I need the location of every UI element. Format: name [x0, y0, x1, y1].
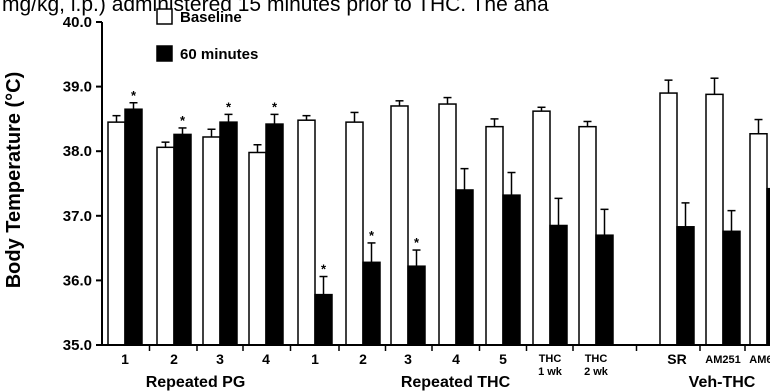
- group-label: Veh-THC: [689, 374, 756, 391]
- bar-baseline: [248, 151, 267, 346]
- bar-baseline: [578, 125, 597, 346]
- significance-star: *: [131, 88, 137, 103]
- bar-baseline: [390, 105, 409, 346]
- group-label: Repeated THC: [401, 374, 511, 391]
- bar-baseline: [438, 103, 457, 346]
- x-tick-label: 3: [216, 351, 224, 367]
- y-tick-label: 35.0: [63, 337, 92, 354]
- x-tick-label: 4: [262, 351, 270, 367]
- bar-60-minutes: [595, 234, 614, 346]
- bar-60-minutes: [265, 123, 284, 346]
- significance-star: *: [272, 99, 278, 114]
- significance-star: *: [180, 113, 186, 128]
- bar-baseline: [156, 146, 175, 346]
- bar-baseline: [659, 92, 678, 346]
- significance-star: *: [414, 235, 420, 250]
- y-tick-label: 39.0: [63, 79, 92, 96]
- bar-60-minutes: [766, 187, 770, 346]
- bar-baseline: [107, 121, 126, 346]
- x-tick-label: 5: [499, 351, 507, 367]
- bar-baseline: [705, 93, 724, 346]
- bar-60-minutes: [124, 108, 143, 346]
- bar-60-minutes: [407, 265, 426, 346]
- x-tick-label: 4: [452, 351, 460, 367]
- bar-60-minutes: [314, 293, 333, 346]
- bar-60-minutes: [676, 226, 695, 346]
- bar-60-minutes: [549, 224, 568, 346]
- x-tick-label: 1: [311, 351, 319, 367]
- figure-caption: mg/kg, i.p.) administered 15 minutes pri…: [2, 0, 549, 16]
- x-tick-label: 2: [170, 351, 178, 367]
- bar-60-minutes: [455, 189, 474, 346]
- bar-baseline: [345, 121, 364, 346]
- x-tick-label: THC: [539, 353, 562, 365]
- bar-baseline: [749, 133, 768, 346]
- x-tick-label: 2: [359, 351, 367, 367]
- bar-60-minutes: [173, 133, 192, 346]
- legend-label: Baseline: [180, 9, 242, 26]
- bar-baseline: [485, 125, 504, 346]
- legend-swatch-baseline: [156, 8, 173, 25]
- significance-star: *: [226, 99, 232, 114]
- group-label: Repeated PG: [146, 374, 246, 391]
- x-tick-label: SR: [667, 351, 686, 367]
- bar-baseline: [297, 119, 316, 346]
- x-tick-label: AM251: [705, 354, 740, 366]
- y-tick-label: 36.0: [63, 272, 92, 289]
- legend-label: 60 minutes: [180, 46, 258, 63]
- bar-60-minutes: [502, 194, 521, 346]
- x-tick-label: 1: [121, 351, 129, 367]
- y-tick-label: 40.0: [63, 14, 92, 31]
- y-tick-label: 37.0: [63, 208, 92, 225]
- x-tick-label: 2 wk: [584, 366, 609, 378]
- legend-swatch-60-minutes: [156, 45, 173, 62]
- bar-60-minutes: [722, 230, 741, 346]
- x-tick-label: THC: [585, 353, 608, 365]
- y-axis-label: Body Temperature (°C): [3, 72, 25, 289]
- bar-60-minutes: [362, 261, 381, 346]
- significance-star: *: [369, 228, 375, 243]
- significance-star: *: [321, 262, 327, 277]
- x-tick-label: AM630: [749, 354, 770, 366]
- y-tick-label: 38.0: [63, 143, 92, 160]
- bar-60-minutes: [219, 121, 238, 346]
- bar-baseline: [202, 136, 221, 346]
- x-tick-label: 1 wk: [538, 366, 563, 378]
- bar-baseline: [532, 110, 551, 346]
- x-tick-label: 3: [404, 351, 412, 367]
